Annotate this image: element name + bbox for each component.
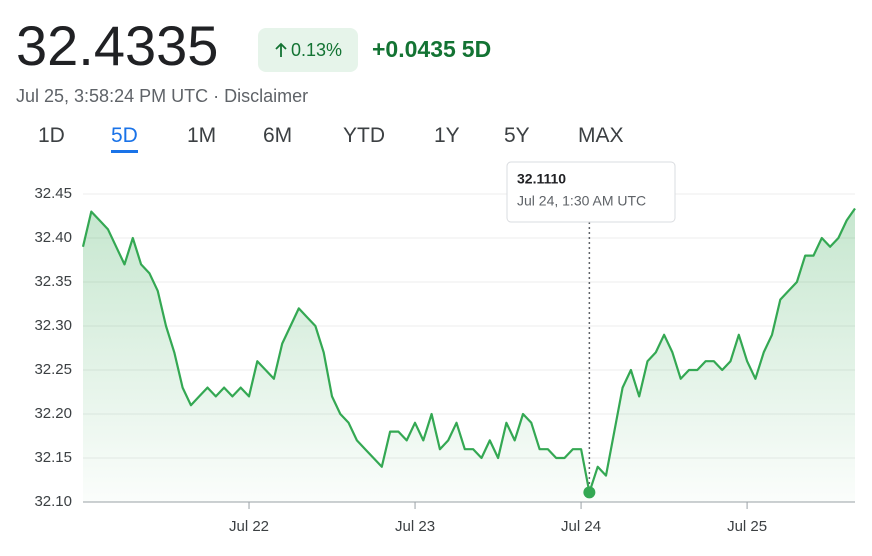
y-tick-label: 32.15 [34,449,72,466]
change: +0.0435 5D [372,36,491,63]
price: 32.4335 [16,14,219,77]
disclaimer[interactable]: Disclaimer [224,86,309,106]
y-tick-label: 32.30 [34,317,72,334]
range-tab[interactable]: 1Y [434,124,460,147]
range-tab[interactable]: 1D [38,124,65,147]
change-value: +0.0435 [372,36,456,62]
y-tick-label: 32.45 [34,185,72,202]
range-tab[interactable]: 6M [263,124,293,147]
tooltip-box [506,161,676,223]
range-tab[interactable]: 5D [111,124,138,153]
range-tab[interactable]: 5Y [504,124,530,147]
timestamp: Jul 25, 3:58:24 PM UTC [16,86,209,106]
y-tick-label: 32.25 [34,361,72,378]
range-tab[interactable]: 1M [187,124,217,147]
y-tick-label: 32.10 [34,493,72,510]
line [81,207,856,494]
range-tab[interactable]: YTD [343,124,385,147]
change-badge: 0.13% [258,28,358,72]
area [83,208,855,502]
tooltip-time: Jul 24, 1:30 AM UTC [517,193,646,209]
y-tick-label: 32.20 [34,405,72,422]
tooltip-value: 32.1110 [517,171,566,187]
timestamp-line: Jul 25, 3:58:24 PM UTC · Disclaimer [16,86,309,106]
x-tick-label: Jul 23 [395,518,435,535]
range-tab[interactable]: MAX [578,124,624,147]
range-tabs: 1D 5D 1M 6M YTD 1Y 5Y MAX [0,124,700,158]
x-tick-label: Jul 24 [561,518,601,535]
change-pct: 0.13% [290,39,343,60]
y-tick-label: 32.40 [34,229,72,246]
x-tick-label: Jul 25 [727,518,767,535]
up-arrow [275,42,287,57]
hover-point [583,486,596,499]
x-tick-label: Jul 22 [229,518,269,535]
y-tick-label: 32.35 [34,273,72,290]
change-period: 5D [461,36,492,62]
